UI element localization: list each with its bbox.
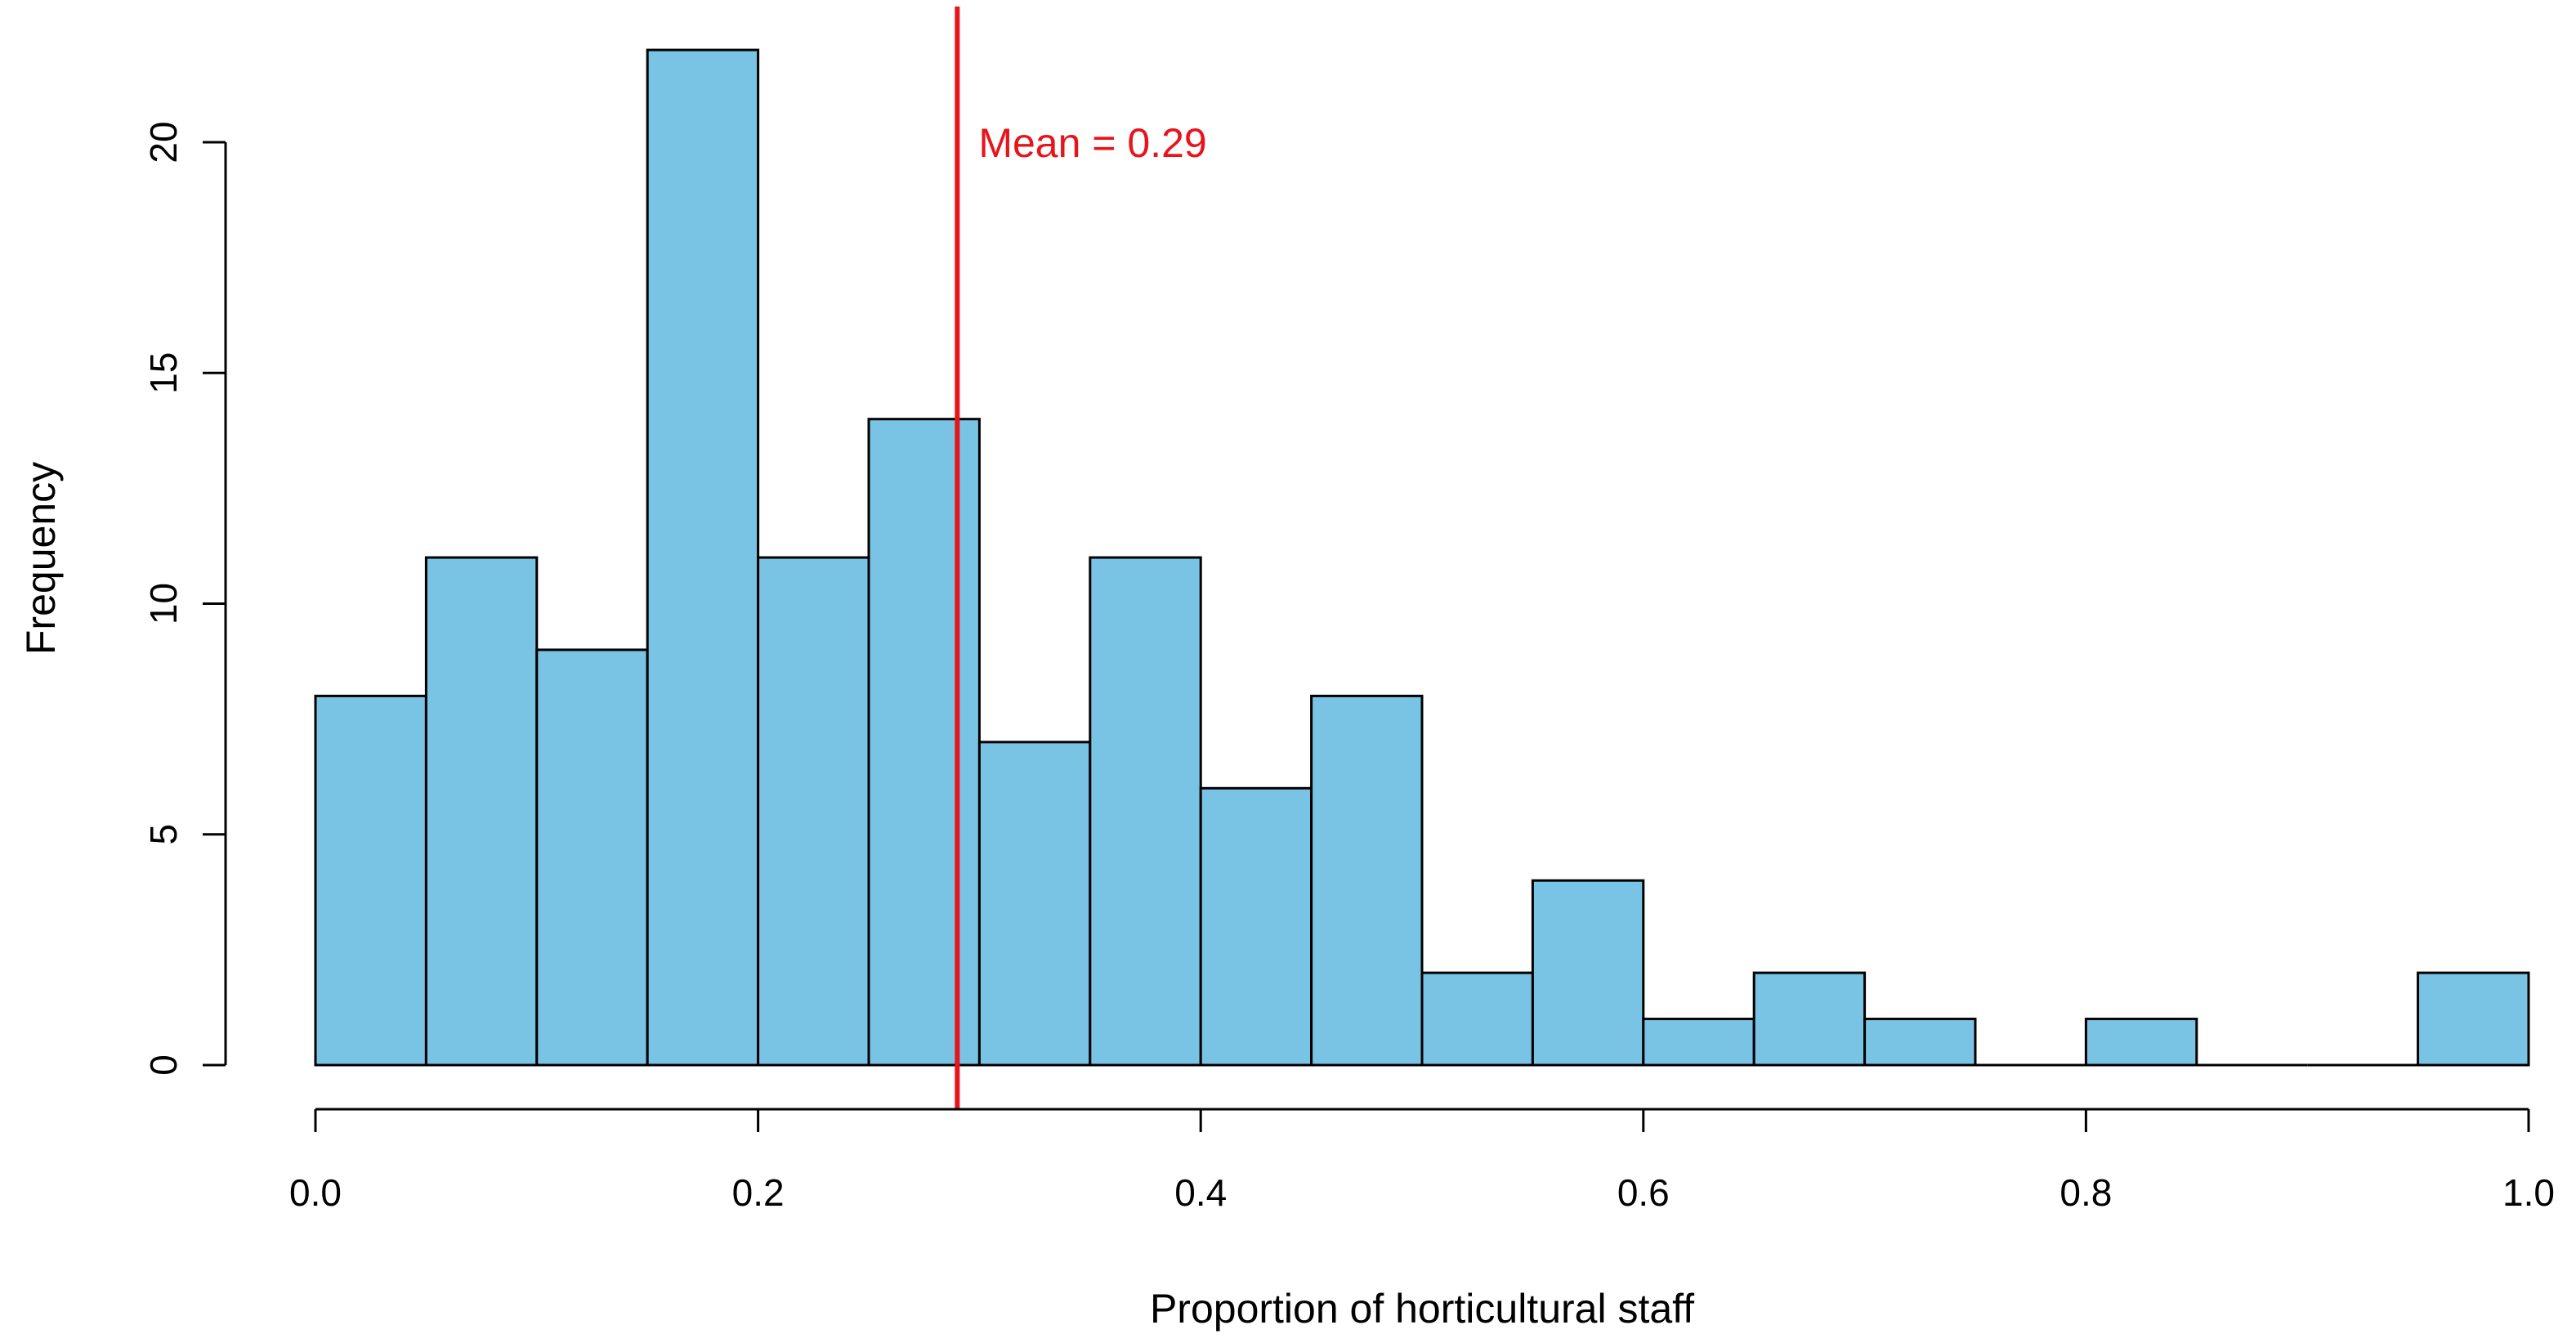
histogram-bars [314,48,2530,1067]
histogram-bar [314,694,427,1067]
histogram-bar [1752,971,1867,1067]
x-tick-label: 0.0 [289,1171,342,1214]
histogram-bar [2417,971,2530,1067]
y-tick-label: 5 [142,824,185,845]
histogram-bar [1420,971,1534,1067]
histogram-bar [867,418,981,1067]
x-tick-label: 0.8 [2059,1171,2112,1214]
histogram-bar [424,556,539,1067]
histogram-bar [1642,1018,1755,1067]
y-axis-title: Frequency [18,462,64,655]
mean-label: Mean = 0.29 [978,120,1206,166]
histogram-bar [1863,1018,1977,1067]
histogram-bar [757,556,870,1067]
y-tick-label: 15 [142,352,185,394]
x-axis: 0.0 0.2 0.4 0.6 0.8 1.0 [289,1108,2555,1214]
x-tick-label: 1.0 [2502,1171,2555,1214]
histogram-bar [977,741,1092,1067]
x-tick-label: 0.2 [732,1171,785,1214]
x-tick-label: 0.6 [1617,1171,1670,1214]
x-axis-title: Proportion of horticultural staff [1150,1286,1694,1332]
x-tick-label: 0.4 [1174,1171,1227,1214]
histogram-bar [1310,694,1424,1067]
histogram-bar [1531,879,1645,1067]
histogram-bar [646,48,760,1067]
y-tick-label: 20 [142,121,185,163]
mean-annotation: Mean = 0.29 [955,7,1207,1110]
y-tick-label: 10 [142,583,185,624]
histogram-bar [2084,1018,2198,1067]
y-tick-label: 0 [142,1054,185,1076]
histogram-bar [1199,786,1313,1067]
histogram-bar [535,648,649,1067]
histogram-bar [1089,556,1202,1067]
y-axis: 0 5 10 15 20 [142,121,227,1076]
